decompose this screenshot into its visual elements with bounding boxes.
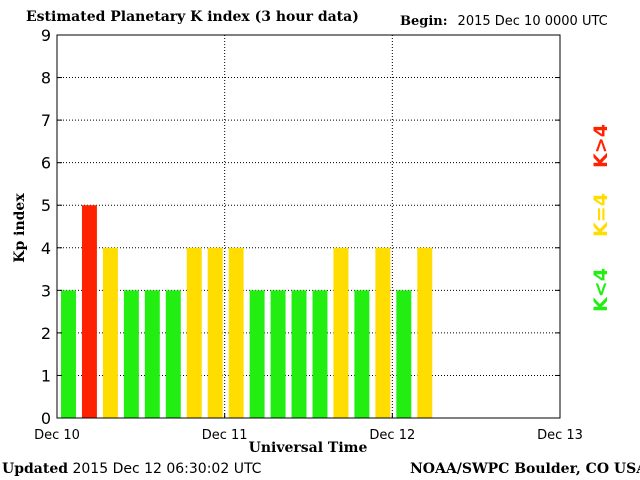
updated-label: Updated (2, 461, 69, 477)
x-tick-label: Dec 10 (34, 428, 80, 443)
y-tick-label: 2 (41, 324, 51, 343)
y-tick-label: 7 (41, 111, 51, 130)
kp-bar (396, 290, 412, 418)
kp-bar (228, 247, 244, 418)
kp-bar (249, 290, 265, 418)
x-tick-label: Dec 13 (537, 428, 583, 443)
kp-bar (333, 247, 349, 418)
y-tick-label: 8 (41, 69, 51, 88)
y-tick-label: 1 (41, 366, 51, 385)
plot-frame (56, 34, 561, 419)
kp-bar (354, 290, 370, 418)
kp-bar (312, 290, 328, 418)
kp-bar (61, 290, 76, 418)
y-tick-label: 5 (41, 196, 51, 215)
y-tick-label: 0 (41, 409, 51, 428)
legend-low: K<4 (590, 268, 612, 312)
updated-time: Updated 2015 Dec 12 06:30:02 UTC (2, 461, 261, 477)
kp-bar (417, 247, 433, 418)
kp-bar (165, 290, 181, 418)
y-axis-label: Kp index (12, 193, 28, 263)
kp-bar (375, 247, 391, 418)
y-tick-label: 3 (41, 281, 51, 300)
kp-bar (102, 247, 118, 418)
y-tick-label: 4 (41, 239, 51, 258)
kp-bar (270, 290, 286, 418)
kp-bar (291, 290, 307, 418)
updated-value: 2015 Dec 12 06:30:02 UTC (72, 461, 262, 477)
legend-mid: K=4 (590, 193, 612, 237)
kp-bar (81, 205, 97, 418)
x-tick-label: Dec 11 (202, 428, 248, 443)
begin-time: Begin: 2015 Dec 10 0000 UTC (400, 14, 608, 29)
kp-bar (207, 247, 223, 418)
x-tick-label: Dec 12 (369, 428, 415, 443)
chart-title: Estimated Planetary K index (3 hour data… (26, 9, 359, 25)
kp-bar (186, 247, 202, 418)
y-tick-label: 6 (41, 154, 51, 173)
credit-text: NOAA/SWPC Boulder, CO USA (410, 461, 640, 477)
begin-value: 2015 Dec 10 0000 UTC (457, 14, 608, 29)
kp-bar (144, 290, 160, 418)
y-tick-label: 9 (41, 26, 51, 45)
begin-label: Begin: (400, 14, 448, 29)
kp-bar (123, 290, 139, 418)
x-axis-label: Universal Time (248, 440, 368, 456)
legend-high: K>4 (590, 124, 612, 168)
